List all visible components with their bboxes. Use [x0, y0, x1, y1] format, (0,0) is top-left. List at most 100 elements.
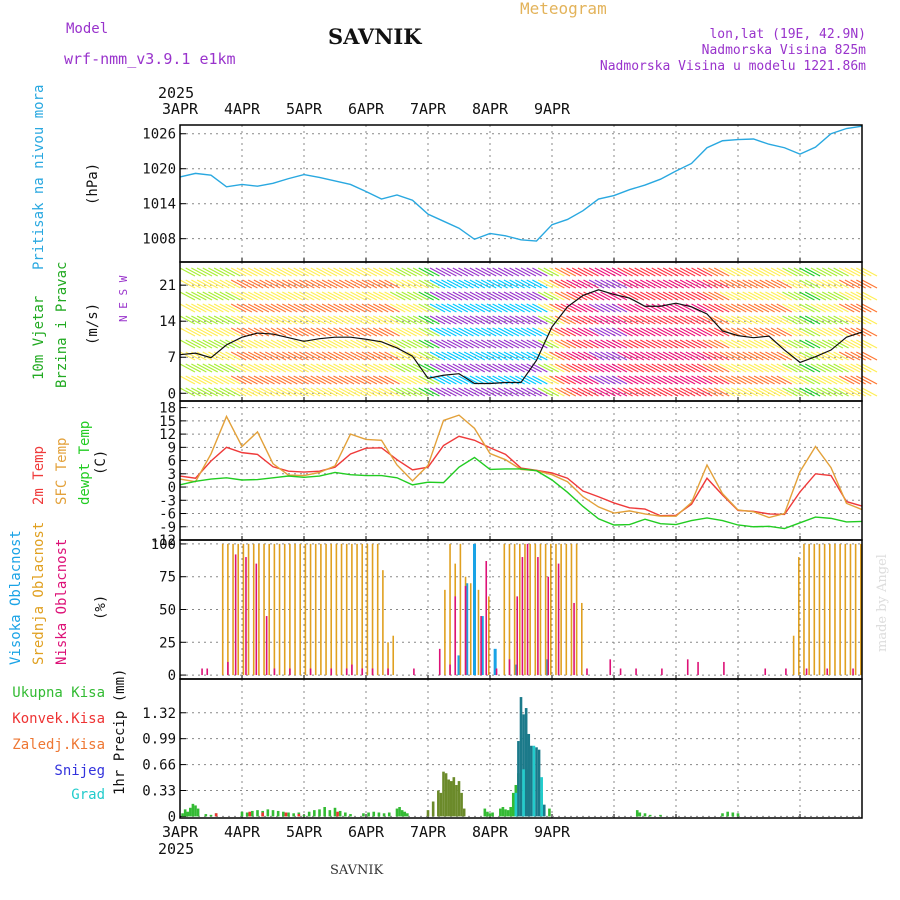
wind-barb: [532, 291, 548, 301]
wind-barb: [327, 351, 344, 361]
wind-barb: [435, 363, 452, 373]
wind-barb: [702, 267, 719, 277]
wind-barb: [702, 279, 719, 289]
wind-barb: [594, 363, 611, 373]
wind-barb: [492, 387, 508, 397]
temp-label-sfc: SFC Temp: [54, 438, 70, 505]
wind-barb: [685, 351, 702, 361]
wind-barb: [759, 363, 775, 373]
wind-barb: [861, 327, 878, 337]
wind-barb: [844, 339, 861, 349]
wind-barb: [736, 315, 753, 325]
wind-barb: [407, 363, 423, 373]
wind-barb: [378, 279, 395, 289]
wind-barb: [202, 327, 219, 337]
wind-barb: [679, 291, 696, 301]
wind-barb: [270, 339, 287, 349]
wind-barb: [452, 363, 469, 373]
wind-barb: [742, 291, 758, 301]
wind-barb: [418, 303, 434, 313]
wind-barb: [282, 387, 298, 397]
wind-barb: [617, 351, 633, 361]
wind-barb: [395, 279, 412, 289]
wind-barb: [452, 387, 469, 397]
wind-barb: [355, 375, 372, 385]
wind-barb: [844, 327, 861, 337]
wind-barb: [344, 267, 361, 277]
wind-barb: [480, 339, 497, 349]
wind-barb: [696, 315, 713, 325]
x-tick-label-top: 7APR: [410, 100, 447, 118]
wind-barb: [367, 327, 383, 337]
wind-barb: [446, 267, 463, 277]
wind-barb: [367, 363, 383, 373]
wind-barb: [242, 351, 258, 361]
wind-barb: [316, 279, 332, 289]
wind-barb: [480, 351, 497, 361]
x-tick-label-top: 8APR: [472, 100, 509, 118]
wind-barb: [179, 327, 196, 337]
wind-barb: [833, 351, 849, 361]
wind-barb: [293, 387, 309, 397]
wind-barb: [651, 375, 667, 385]
wind-barb: [463, 303, 480, 313]
wind-barb: [526, 279, 542, 289]
wind-barb: [605, 387, 622, 397]
wind-barb: [571, 351, 588, 361]
wind-barb: [384, 339, 400, 349]
wind-barb: [816, 375, 832, 385]
wind-barb: [458, 279, 474, 289]
wind-barb: [787, 327, 804, 337]
wind-barb: [179, 291, 196, 301]
y-tick-label: 1026: [142, 127, 176, 143]
wind-barb: [708, 387, 724, 397]
wind-barb: [634, 267, 650, 277]
wind-barb: [338, 315, 355, 325]
wind-barb: [259, 375, 275, 385]
wind-barb: [401, 339, 417, 349]
wind-barb: [350, 291, 366, 301]
wind-barb: [844, 279, 861, 289]
wind-barb: [554, 375, 571, 385]
wind-barb: [185, 303, 201, 313]
wind-barb: [327, 375, 344, 385]
wind-barb: [821, 363, 838, 373]
wind-barb: [196, 327, 213, 337]
wind-barb: [810, 375, 827, 385]
wind-barb: [321, 351, 338, 361]
precip-bar: [514, 792, 518, 817]
wind-barb: [469, 363, 486, 373]
wind-barb: [844, 315, 861, 325]
wind-barb: [327, 303, 344, 313]
wind-barb: [588, 375, 605, 385]
wind-barb: [515, 291, 531, 301]
wind-barb: [333, 363, 349, 373]
wind-barb: [731, 363, 747, 373]
wind-barb: [748, 339, 764, 349]
wind-barb: [321, 375, 338, 385]
wind-barb: [850, 339, 866, 349]
wind-barb: [804, 279, 821, 289]
wind-barb: [827, 291, 844, 301]
wind-barb: [617, 267, 633, 277]
bottom-year: 2025: [158, 840, 194, 858]
wind-barb: [759, 291, 775, 301]
wind-barb: [583, 315, 599, 325]
wind-barb: [219, 351, 236, 361]
wind-barb: [492, 291, 508, 301]
wind-barb: [657, 267, 673, 277]
wind-barb: [497, 303, 514, 313]
wind-barb: [196, 267, 213, 277]
wind-barb: [395, 387, 412, 397]
wind-barb: [685, 375, 702, 385]
wind-barb: [759, 375, 775, 385]
wind-barb: [372, 363, 389, 373]
wind-barb: [770, 327, 787, 337]
wind-barb: [634, 351, 650, 361]
wind-barb: [407, 387, 423, 397]
wind-barb: [640, 351, 656, 361]
wind-barb: [475, 363, 491, 373]
panel-frame: [179, 124, 863, 263]
wind-barb: [327, 315, 344, 325]
wind-barb: [804, 363, 821, 373]
